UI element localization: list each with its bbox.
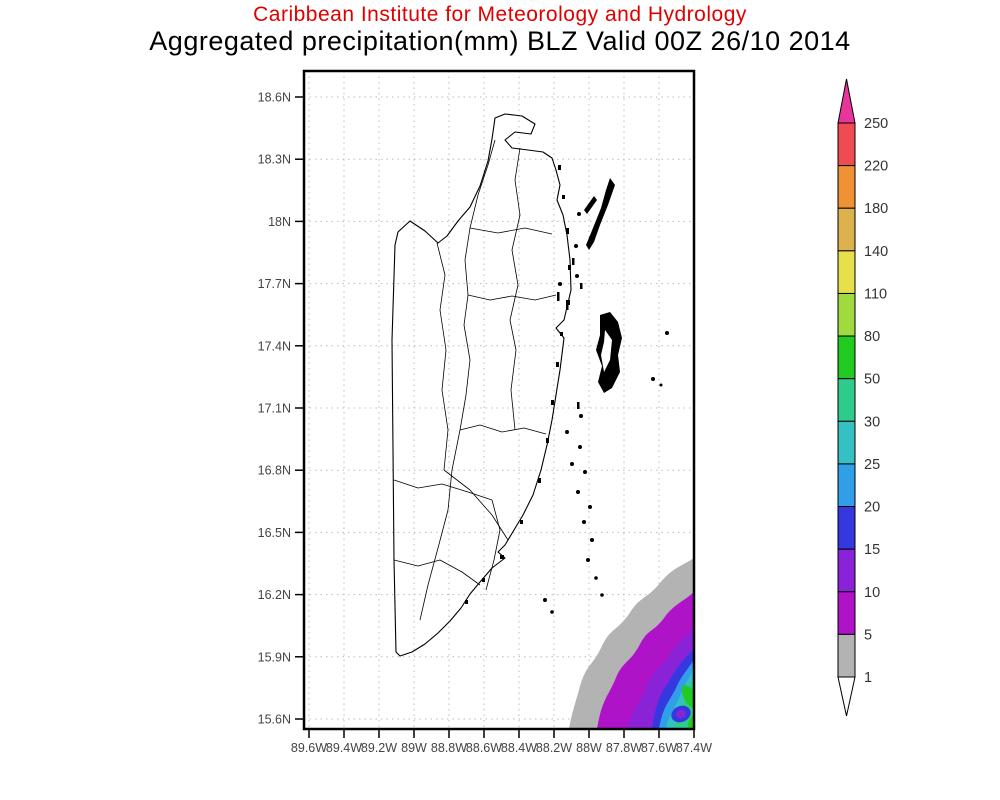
lat-tick-label: 16.5N	[258, 526, 291, 540]
colorbar-level-label: 10	[864, 585, 880, 601]
belize-map	[391, 113, 669, 657]
axis-ticks	[295, 96, 695, 738]
product-title: Aggregated precipitation(mm) BLZ Valid 0…	[149, 25, 851, 56]
lon-tick-label: 88.2W	[536, 741, 572, 755]
colorbar-segment	[837, 463, 856, 508]
lat-tick-label: 15.9N	[258, 650, 291, 664]
caye-islet	[584, 196, 597, 214]
lat-tick-label: 16.2N	[258, 588, 291, 602]
lat-tick-label: 17.7N	[258, 277, 291, 291]
colorbar-level-label: 140	[864, 244, 888, 260]
lon-tick-label: 89.2W	[361, 741, 397, 755]
colorbar-level-label: 80	[864, 329, 880, 345]
lon-tick-label: 87.4W	[676, 741, 712, 755]
colorbar-level-label: 5	[864, 627, 872, 643]
precip-core-50mm	[681, 685, 694, 709]
colorbar-level-label: 25	[864, 457, 880, 473]
colorbar-segment	[837, 165, 856, 209]
colorbar-segment	[837, 420, 856, 465]
colorbar-level-label: 110	[864, 286, 887, 302]
lat-tick-label: 18.6N	[258, 91, 291, 105]
lat-tick-label: 17.4N	[258, 339, 291, 353]
colorbar-segment	[837, 335, 856, 380]
lon-tick-label: 88.8W	[431, 741, 467, 755]
lon-tick-label: 88.6W	[466, 741, 502, 755]
lon-tick-label: 87.8W	[606, 741, 642, 755]
colorbar-segment	[837, 548, 856, 593]
lon-tick-label: 87.6W	[641, 741, 677, 755]
belize-coastline-outline	[391, 113, 572, 657]
lat-tick-label: 16.8N	[258, 464, 291, 478]
precipitation-bands	[569, 558, 694, 729]
colorbar-segment	[837, 292, 856, 337]
precip-eye-inner	[676, 709, 686, 719]
precip-core-50mm-corner	[687, 714, 694, 729]
colorbar-segment	[837, 506, 856, 550]
lat-tick-label: 18.3N	[258, 153, 291, 167]
colorbar-level-label: 250	[864, 116, 888, 132]
colorbar-segment	[837, 591, 856, 635]
colorbar-segment	[837, 378, 856, 422]
lon-tick-label: 89.6W	[291, 741, 327, 755]
lat-tick-label: 17.1N	[258, 402, 291, 416]
colorbar-under-arrow	[837, 676, 856, 717]
colorbar-segment	[837, 633, 856, 678]
ambergris-caye	[586, 178, 615, 250]
title-block: Caribbean Institute for Meteorology and …	[0, 3, 1000, 56]
colorbar-segment	[837, 122, 856, 167]
cayes	[543, 178, 669, 614]
lat-tick-label: 18N	[268, 215, 291, 229]
colorbar-level-label: 180	[864, 201, 888, 217]
colorbar-level-label: 50	[864, 372, 880, 388]
colorbar-level-label: 20	[864, 500, 880, 516]
latitude-axis-labels: 18.6N 18.3N 18N 17.7N 17.4N 17.1N 16.8N 16.5N 16…	[258, 91, 291, 727]
colorbar-legend: 250 220 180 140 110 80 50 30 25 20 15 10 5 1	[837, 78, 888, 717]
colorbar-level-label: 220	[864, 159, 888, 175]
lon-tick-label: 89W	[401, 741, 427, 755]
institute-title: Caribbean Institute for Meteorology and …	[253, 3, 747, 26]
colorbar-level-label: 30	[864, 414, 880, 430]
plot-frame	[302, 69, 696, 731]
turneffe-lagoon	[601, 330, 612, 372]
colorbar-level-label: 1	[864, 670, 872, 686]
lon-tick-label: 88W	[576, 741, 602, 755]
lat-tick-label: 15.6N	[258, 713, 291, 727]
colorbar-level-label: 15	[864, 542, 880, 558]
colorbar-over-arrow	[837, 78, 856, 124]
colorbar-segment	[837, 250, 856, 294]
district-boundaries	[393, 139, 557, 621]
colorbar-segment	[837, 207, 856, 252]
lon-tick-label: 89.4W	[326, 741, 362, 755]
coastal-mangrove-specks	[465, 165, 571, 604]
lon-tick-label: 88.4W	[501, 741, 537, 755]
